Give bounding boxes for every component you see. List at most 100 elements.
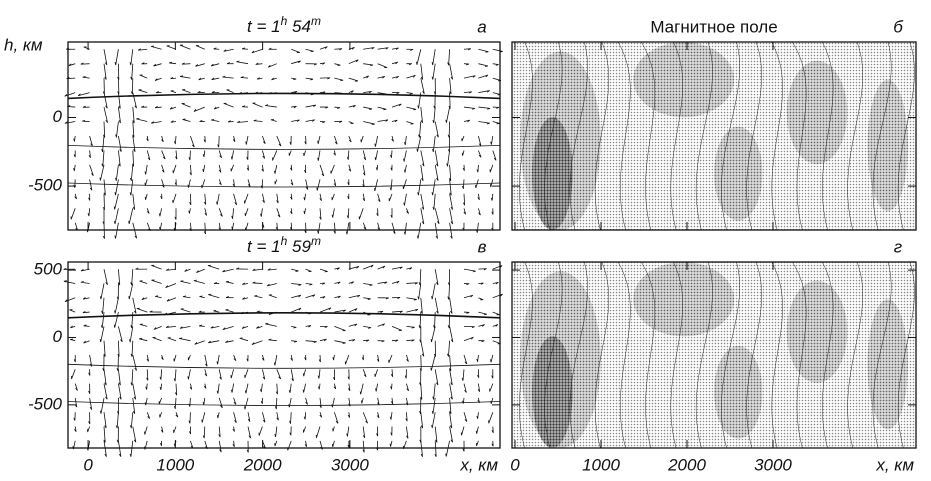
velocity-arrow <box>406 106 417 111</box>
x-tick-label: 1000 <box>582 455 620 474</box>
velocity-arrow <box>63 267 76 270</box>
velocity-arrow <box>222 268 234 273</box>
velocity-arrow <box>420 150 425 167</box>
velocity-arrow <box>319 91 326 94</box>
velocity-arrow <box>478 340 485 343</box>
velocity-arrow <box>418 121 422 138</box>
velocity-arrow <box>118 369 121 386</box>
velocity-arrow <box>492 281 499 285</box>
velocity-arrow <box>290 164 293 171</box>
velocity-arrow <box>420 208 425 225</box>
velocity-arrow <box>478 106 491 110</box>
velocity-arrow <box>373 179 378 192</box>
velocity-arrow <box>391 326 402 331</box>
velocity-arrow <box>492 324 499 327</box>
velocity-arrow <box>101 150 105 167</box>
velocity-arrow <box>233 193 238 206</box>
velocity-arrow <box>100 312 105 329</box>
velocity-arrow <box>146 369 149 381</box>
velocity-arrow <box>291 268 299 272</box>
velocity-arrow <box>348 90 354 94</box>
velocity-arrow <box>390 383 393 390</box>
velocity-arrow <box>165 325 177 328</box>
velocity-arrow <box>260 208 263 217</box>
velocity-arrow <box>403 150 407 162</box>
velocity-arrow <box>334 92 342 95</box>
velocity-arrow <box>303 412 306 420</box>
velocity-arrow <box>302 369 306 377</box>
velocity-arrow <box>240 311 249 315</box>
velocity-arrow <box>202 164 206 173</box>
field-line <box>847 41 863 231</box>
velocity-arrow <box>82 297 90 300</box>
velocity-arrow <box>319 397 322 409</box>
velocity-arrow <box>274 397 278 410</box>
velocity-arrow <box>492 121 500 125</box>
velocity-arrow <box>68 63 76 67</box>
velocity-arrow <box>89 135 93 147</box>
velocity-arrow <box>99 283 105 300</box>
velocity-arrow <box>170 90 177 93</box>
velocity-arrow <box>406 426 409 439</box>
velocity-arrow <box>251 340 263 345</box>
field-region <box>786 280 848 383</box>
velocity-arrow <box>182 118 191 122</box>
velocity-arrow <box>334 106 341 109</box>
velocity-arrow <box>363 339 370 342</box>
velocity-arrow <box>204 208 208 216</box>
velocity-arrow <box>490 193 494 201</box>
y-tick-label: 0 <box>53 327 63 346</box>
velocity-arrow <box>390 150 393 158</box>
velocity-arrow <box>232 179 235 187</box>
field-line <box>746 261 762 449</box>
velocity-arrow <box>391 339 399 342</box>
velocity-arrow <box>216 383 220 394</box>
velocity-arrow <box>405 397 409 406</box>
velocity-arrow <box>262 193 265 203</box>
velocity-arrow <box>390 208 393 218</box>
velocity-arrow <box>64 92 76 97</box>
velocity-arrow <box>475 426 479 434</box>
velocity-arrow <box>130 63 134 80</box>
velocity-arrow <box>74 193 77 200</box>
velocity-arrow <box>360 397 364 404</box>
velocity-arrow <box>463 268 476 273</box>
velocity-arrow <box>132 135 136 153</box>
velocity-arrow <box>268 91 277 95</box>
velocity-arrow <box>492 106 500 109</box>
velocity-arrow <box>154 106 162 109</box>
velocity-arrow <box>376 412 380 419</box>
velocity-arrow <box>362 150 367 161</box>
velocity-arrow <box>232 426 235 432</box>
velocity-arrow <box>363 91 372 94</box>
velocity-arrow <box>226 62 234 65</box>
velocity-arrow <box>246 354 249 362</box>
velocity-arrow <box>182 295 191 299</box>
velocity-arrow <box>377 47 389 50</box>
velocity-arrow <box>117 78 120 95</box>
velocity-arrow <box>432 193 436 210</box>
velocity-arrow <box>420 107 423 124</box>
velocity-arrow <box>116 426 119 443</box>
velocity-arrow <box>64 297 76 303</box>
velocity-arrow <box>489 164 494 173</box>
velocity-arrow <box>87 426 90 433</box>
field-line <box>617 261 631 449</box>
velocity-arrow <box>447 312 450 329</box>
velocity-arrow <box>237 120 249 123</box>
velocity-arrow <box>359 383 364 395</box>
velocity-arrow <box>376 440 378 451</box>
velocity-arrow <box>391 266 403 270</box>
velocity-arrow <box>291 105 297 109</box>
velocity-arrow <box>199 119 205 122</box>
velocity-arrow <box>173 369 177 382</box>
field-line <box>822 41 834 231</box>
velocity-arrow <box>319 338 327 342</box>
field-line <box>519 261 533 449</box>
velocity-arrow <box>305 179 309 190</box>
velocity-arrow <box>490 397 494 404</box>
velocity-arrow <box>478 90 490 94</box>
velocity-arrow <box>391 280 400 284</box>
velocity-arrow <box>201 179 206 189</box>
velocity-arrow <box>491 426 494 434</box>
